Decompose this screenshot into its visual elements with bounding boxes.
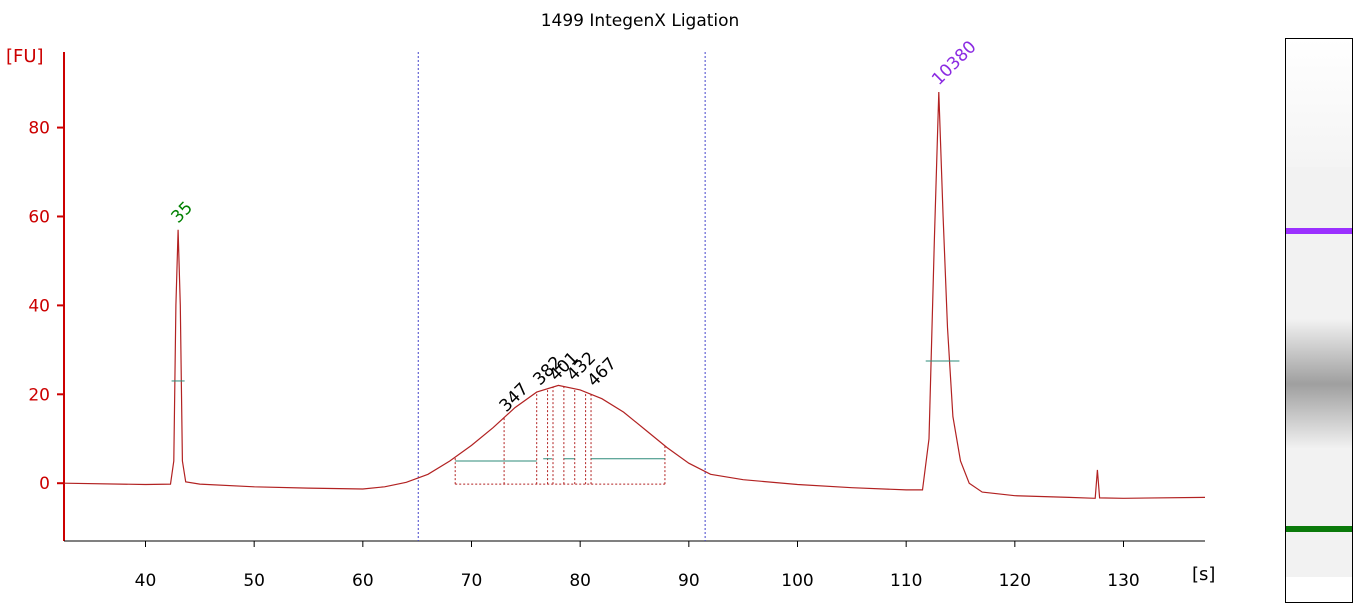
x-tick-label: 90 [678, 571, 700, 591]
peak-label-10380: 10380 [928, 37, 980, 89]
x-tick-label: 60 [352, 571, 374, 591]
gel-lower-marker-band [1286, 526, 1352, 532]
gel-smear [1286, 319, 1352, 449]
x-tick-label: 130 [1107, 571, 1139, 591]
x-tick-label: 40 [135, 571, 157, 591]
y-tick-label: 80 [28, 119, 50, 139]
x-tick-label: 100 [781, 571, 813, 591]
gel-image [1285, 38, 1353, 603]
x-tick-label: 110 [890, 571, 922, 591]
x-tick-label: 70 [461, 571, 483, 591]
axis-ticks: 40 50 60 70 80 90 100 110 120 130 0 20 40 60 80 [28, 119, 1139, 591]
peak-label-347: 347 [496, 379, 533, 416]
x-tick-label: 120 [999, 571, 1031, 591]
y-tick-label: 60 [28, 207, 50, 227]
y-tick-label: 20 [28, 385, 50, 405]
trace-layer [63, 91, 1206, 499]
y-tick-label: 40 [28, 296, 50, 316]
peak-baselines [171, 360, 960, 462]
gel-bottom-area [1286, 577, 1352, 602]
fragment-regions [454, 386, 666, 485]
gel-top-band [1286, 39, 1352, 167]
y-tick-label: 0 [39, 474, 50, 494]
electropherogram-trace [63, 91, 1206, 499]
x-axis-label: [s] [1192, 564, 1215, 585]
x-tick-label: 80 [569, 571, 591, 591]
y-axis-label: [FU] [6, 46, 44, 67]
region-lines [417, 52, 706, 541]
gel-upper-marker-band [1286, 228, 1352, 234]
x-tick-label: 50 [243, 571, 265, 591]
peak-label-35: 35 [167, 198, 196, 227]
electropherogram-chart: 1499 IntegenX Ligation [FU] [s] 40 50 60 70… [6, 11, 1215, 591]
chart-title: 1499 IntegenX Ligation [541, 11, 740, 31]
